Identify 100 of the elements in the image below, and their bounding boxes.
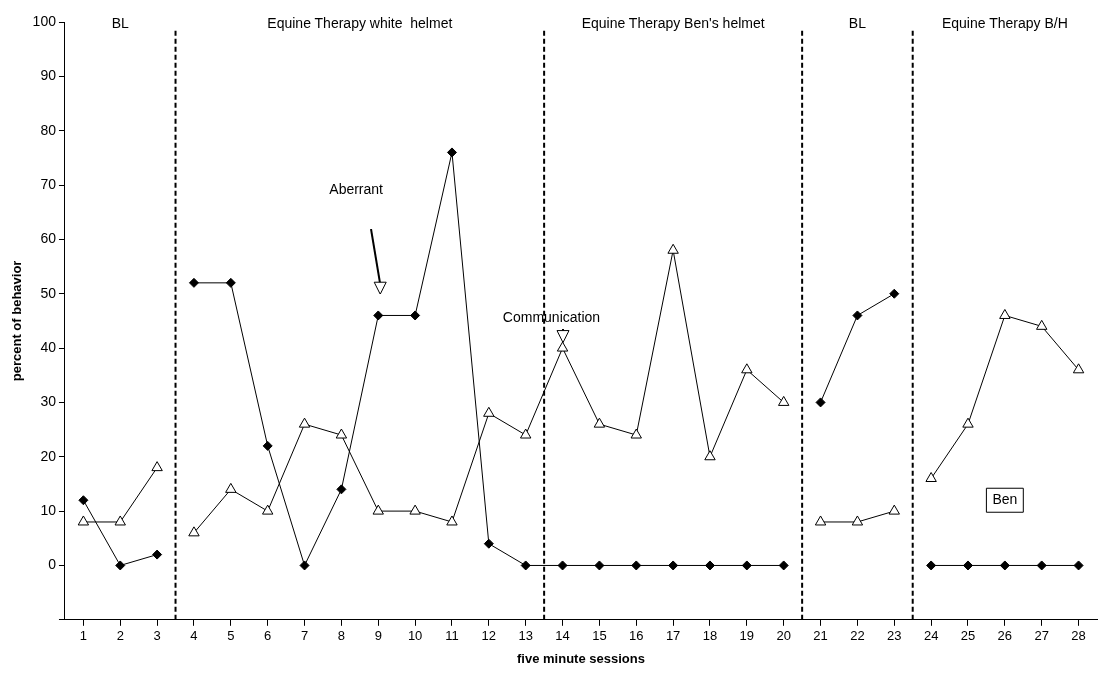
annotation: BL — [111, 14, 130, 31]
x-tick-label: 11 — [445, 628, 459, 644]
point — [335, 428, 348, 439]
point — [410, 310, 421, 321]
point — [298, 417, 311, 428]
x-tick-label: 27 — [1034, 628, 1049, 644]
point — [630, 428, 642, 439]
point — [115, 560, 126, 571]
x-tick-label: 25 — [960, 628, 976, 644]
annotation: Equine Therapy white helmet — [267, 14, 453, 31]
point — [741, 560, 752, 571]
x-tick-label: 5 — [227, 628, 235, 644]
annotation: BL — [848, 14, 867, 31]
point — [963, 560, 973, 571]
point — [889, 288, 900, 299]
y-tick-label: 10 — [40, 501, 57, 518]
point — [114, 515, 126, 526]
point — [704, 560, 715, 571]
point — [409, 504, 421, 515]
x-tick-label: 15 — [592, 628, 607, 644]
x-tick-label: 3 — [153, 628, 161, 644]
point — [741, 363, 753, 374]
annotation: Aberrant — [329, 181, 384, 198]
x-tick-label: 10 — [407, 628, 423, 644]
point — [1036, 560, 1047, 571]
point — [225, 482, 237, 493]
point — [778, 395, 790, 406]
point — [999, 308, 1011, 319]
point — [261, 504, 274, 515]
point — [852, 310, 863, 321]
y-axis-title: percent of behavior — [9, 260, 25, 382]
point — [1073, 560, 1084, 571]
point — [815, 397, 826, 408]
x-tick-label: 1 — [79, 628, 87, 644]
y-tick-label: 30 — [40, 393, 57, 410]
point — [188, 526, 200, 537]
point — [446, 147, 457, 158]
point — [557, 560, 568, 571]
point — [593, 417, 606, 428]
x-tick-label: 26 — [997, 628, 1013, 644]
point — [483, 406, 495, 417]
point — [520, 560, 531, 571]
point — [373, 310, 384, 321]
x-tick-label: 22 — [850, 628, 865, 644]
y-tick-label: 100 — [32, 12, 57, 29]
x-tick-label: 14 — [555, 628, 570, 644]
point — [188, 277, 199, 288]
point — [1072, 363, 1085, 374]
point — [336, 484, 347, 495]
point — [778, 560, 789, 571]
x-tick-label: 2 — [116, 628, 124, 644]
point — [446, 515, 458, 526]
point — [999, 560, 1010, 571]
point — [77, 515, 90, 526]
point — [631, 560, 642, 571]
point — [225, 277, 236, 288]
point — [78, 495, 89, 506]
annotation: Ben — [992, 491, 1018, 508]
point — [926, 560, 937, 571]
point — [483, 538, 494, 549]
point — [262, 440, 273, 451]
x-tick-label: 23 — [887, 628, 902, 644]
point — [925, 472, 937, 482]
point — [151, 461, 163, 472]
x-tick-label: 7 — [300, 628, 309, 644]
x-tick-label: 4 — [190, 628, 198, 644]
point — [668, 560, 679, 571]
x-tick-label: 17 — [665, 628, 681, 644]
point — [814, 515, 827, 526]
point — [594, 560, 605, 571]
point — [372, 504, 384, 515]
annotation: Equine Therapy Ben's helmet — [581, 14, 765, 31]
x-tick-label: 8 — [337, 628, 346, 644]
annotation: Communication — [502, 309, 601, 326]
point — [299, 560, 310, 571]
point — [962, 417, 974, 428]
x-tick-label: 20 — [776, 628, 791, 644]
point — [152, 549, 163, 560]
point — [667, 243, 679, 254]
y-tick-label: 70 — [40, 175, 57, 192]
y-tick-label: 90 — [40, 67, 57, 84]
y-tick-label: 40 — [40, 338, 57, 355]
point — [556, 341, 569, 352]
y-tick-label: 50 — [40, 284, 57, 301]
point — [888, 504, 900, 515]
x-tick-label: 12 — [481, 628, 497, 644]
x-axis-title: five minute sessions — [517, 650, 645, 666]
x-tick-label: 9 — [374, 628, 382, 644]
y-tick-label: 0 — [48, 556, 57, 573]
point — [704, 450, 716, 461]
x-tick-label: 16 — [629, 628, 644, 644]
x-tick-label: 6 — [264, 628, 272, 644]
x-tick-label: 28 — [1071, 628, 1086, 644]
point — [851, 515, 864, 526]
y-tick-label: 20 — [40, 447, 57, 464]
point — [1036, 319, 1048, 330]
x-tick-label: 13 — [518, 628, 533, 644]
y-tick-label: 80 — [40, 121, 57, 138]
x-tick-label: 18 — [702, 628, 718, 644]
point — [520, 428, 532, 439]
